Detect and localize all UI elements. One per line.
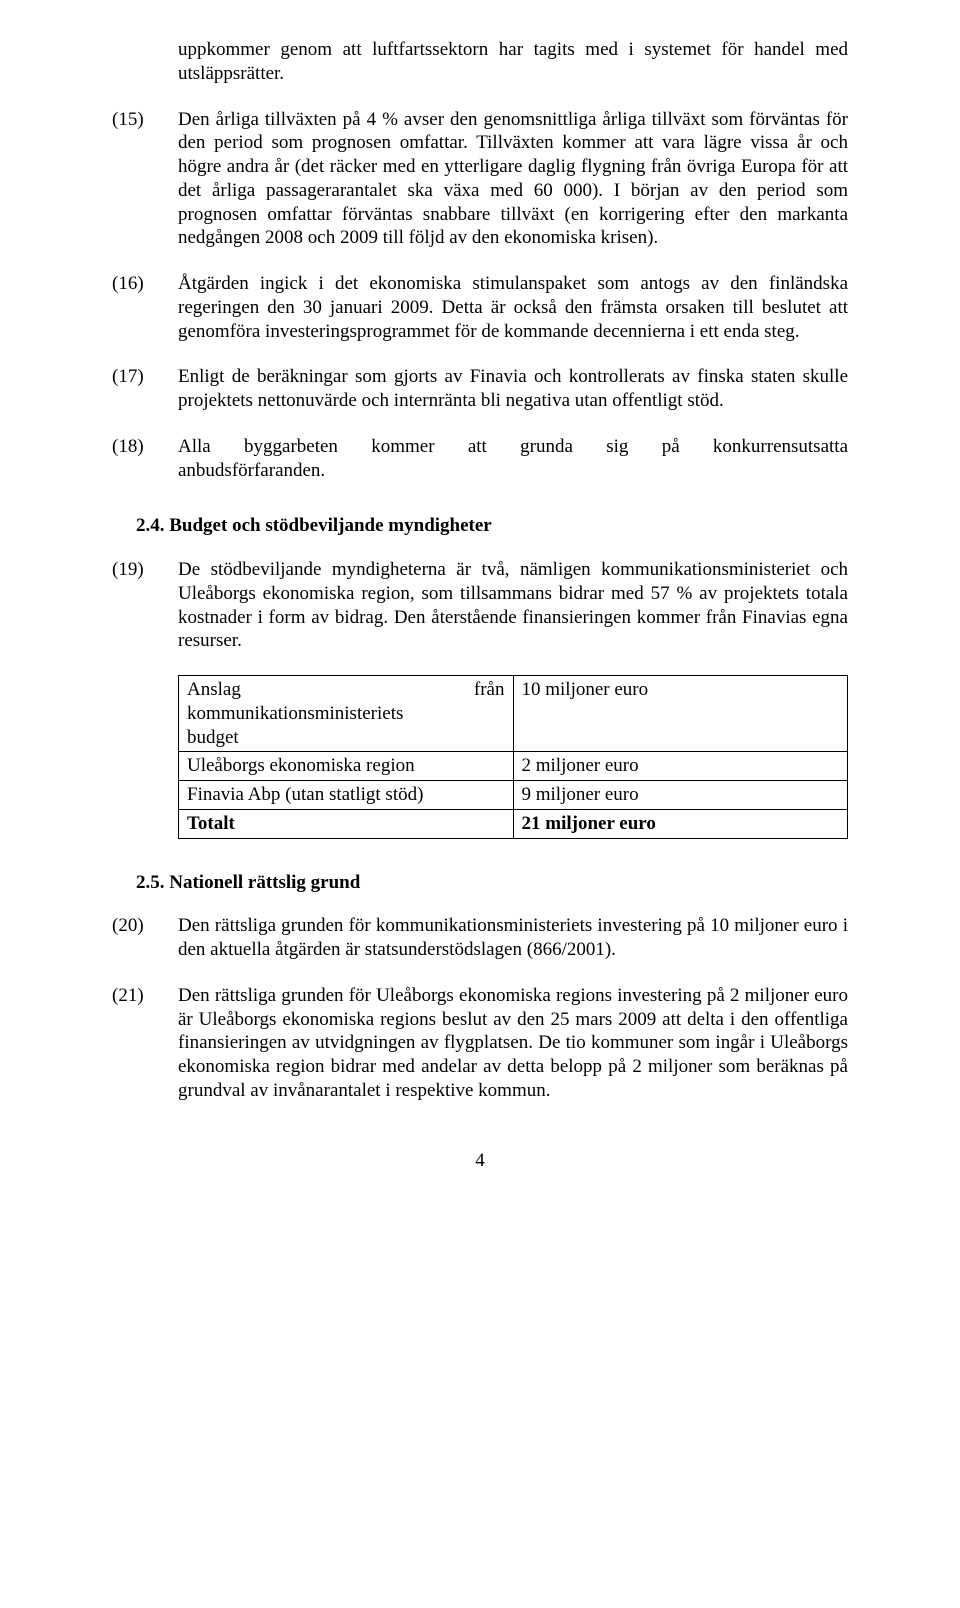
table-row: Finavia Abp (utan statligt stöd) 9 miljo… xyxy=(179,781,848,810)
table-cell-amount: 10 miljoner euro xyxy=(513,676,848,752)
para-body-16: Åtgärden ingick i det ekonomiska stimula… xyxy=(178,272,848,343)
para-body-19: De stödbeviljande myndigheterna är två, … xyxy=(178,558,848,653)
table-row: Anslag från kommunikationsministeriets b… xyxy=(179,676,848,752)
table-cell-source: Finavia Abp (utan statligt stöd) xyxy=(179,781,514,810)
table-cell-source: Uleåborgs ekonomiska region xyxy=(179,752,514,781)
para-num-19: (19) xyxy=(112,558,178,653)
paragraph-21: (21) Den rättsliga grunden för Uleåborgs… xyxy=(112,984,848,1103)
table-cell-amount: 2 miljoner euro xyxy=(513,752,848,781)
budget-table: Anslag från kommunikationsministeriets b… xyxy=(178,675,848,839)
paragraph-19: (19) De stödbeviljande myndigheterna är … xyxy=(112,558,848,653)
para-num-21: (21) xyxy=(112,984,178,1103)
para-num-20: (20) xyxy=(112,914,178,962)
table-cell-text: från xyxy=(474,678,505,702)
table-cell-text: Anslag xyxy=(187,678,241,702)
paragraph-20: (20) Den rättsliga grunden för kommunika… xyxy=(112,914,848,962)
para-num-17: (17) xyxy=(112,365,178,413)
page-number: 4 xyxy=(112,1149,848,1173)
table-cell-amount: 9 miljoner euro xyxy=(513,781,848,810)
para-body-20: Den rättsliga grunden för kommunikations… xyxy=(178,914,848,962)
top-fragment: uppkommer genom att luftfartssektorn har… xyxy=(178,38,848,86)
paragraph-18: (18) Alla byggarbeten kommer att grunda … xyxy=(112,435,848,483)
table-cell-source: Totalt xyxy=(179,809,514,838)
paragraph-15: (15) Den årliga tillväxten på 4 % avser … xyxy=(112,108,848,251)
table-row: Uleåborgs ekonomiska region 2 miljoner e… xyxy=(179,752,848,781)
para-num-15: (15) xyxy=(112,108,178,251)
heading-2-5: 2.5. Nationell rättslig grund xyxy=(112,871,848,895)
table-cell-amount: 21 miljoner euro xyxy=(513,809,848,838)
table-cell-text: budget xyxy=(187,726,505,750)
para-body-15: Den årliga tillväxten på 4 % avser den g… xyxy=(178,108,848,251)
para-body-17: Enligt de beräkningar som gjorts av Fina… xyxy=(178,365,848,413)
paragraph-17: (17) Enligt de beräkningar som gjorts av… xyxy=(112,365,848,413)
para-body-18: Alla byggarbeten kommer att grunda sig p… xyxy=(178,435,848,483)
para-num-16: (16) xyxy=(112,272,178,343)
table-cell-text: kommunikationsministeriets xyxy=(187,702,505,726)
para-num-18: (18) xyxy=(112,435,178,483)
paragraph-16: (16) Åtgärden ingick i det ekonomiska st… xyxy=(112,272,848,343)
para-body-21: Den rättsliga grunden för Uleåborgs ekon… xyxy=(178,984,848,1103)
table-row-total: Totalt 21 miljoner euro xyxy=(179,809,848,838)
heading-2-4: 2.4. Budget och stödbeviljande myndighet… xyxy=(112,514,848,538)
